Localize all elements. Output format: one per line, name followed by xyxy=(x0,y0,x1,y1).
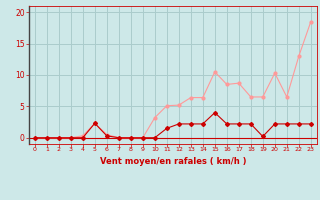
X-axis label: Vent moyen/en rafales ( km/h ): Vent moyen/en rafales ( km/h ) xyxy=(100,157,246,166)
